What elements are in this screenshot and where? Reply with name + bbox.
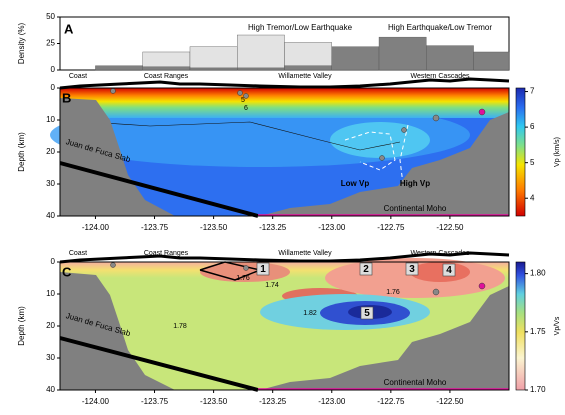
region-label: Coast Ranges [144,73,189,80]
colorbar-tick-label: 1.75 [530,327,546,336]
marker-label: 2 [363,264,369,275]
x-tick-label: -122.50 [436,397,464,406]
y-tick-label: 0 [51,83,56,92]
annotation: High Vp [400,179,430,188]
colorbar-tick-label: 7 [530,87,535,96]
colorbar-label: Vp/Vs [554,316,561,335]
panel-label: C [62,264,72,279]
annotation: High Earthquake/Low Tremor [388,23,492,32]
colorbar-tick-label: 1.80 [530,269,546,278]
contour-label: 1.76 [236,275,250,282]
y-tick-label: 20 [46,321,55,330]
x-tick-label: -124.00 [82,397,110,406]
histogram-bar [284,65,332,71]
region-label: Coast Ranges [144,250,189,257]
histogram-bar [331,46,380,71]
x-tick-label: -123.25 [259,223,287,232]
colorbar-tick-label: 1.70 [530,385,546,394]
marker-box [256,262,270,276]
y-tick-label: 30 [46,179,55,188]
y-axis-label: Density (%) [17,22,26,64]
x-tick-label: -122.50 [436,223,464,232]
vpvs-field [59,251,510,392]
region-label: Western Cascades [410,73,470,80]
histogram-bar [473,51,510,71]
colorbar-tick-label: 5 [530,158,535,167]
x-tick-label: -123.75 [141,223,169,232]
colorbar-c [515,261,526,391]
y-axis-label: Depth (km) [17,132,26,172]
vp-field [50,77,510,218]
region-label: Willamette Valley [278,73,332,80]
histogram-bar [284,42,332,71]
histogram-bar [189,67,238,71]
x-tick-label: -123.50 [200,223,228,232]
x-tick-label: -122.75 [377,223,405,232]
x-tick-label: -123.25 [259,397,287,406]
marker-label: 3 [409,264,415,275]
x-tick-label: -123.00 [318,223,346,232]
colorbar-label: Vp (km/s) [554,137,561,167]
contour-label: 1.82 [303,310,317,317]
region-label: Willamette Valley [278,250,332,257]
y-tick-label: 50 [46,12,55,21]
histogram-bar [237,67,285,71]
marker-box [442,263,456,277]
marker-label: 5 [364,308,370,319]
contour-label: 5 [241,97,245,104]
colorbar-tick-label: 6 [530,122,535,131]
contour-label: 6 [244,105,248,112]
contour-label: 1.74 [265,282,279,289]
annotation: High Tremor/Low Earthquake [248,23,353,32]
colorbar-tick-label: 4 [530,193,535,202]
marker-box [360,306,374,320]
region-label: Western Cascades [410,250,470,257]
x-tick-label: -123.50 [200,397,228,406]
y-tick-label: 10 [46,115,55,124]
marker-box [359,262,373,276]
y-tick-label: 40 [46,211,55,220]
annotation: Low Vp [341,179,370,188]
y-tick-label: 40 [46,385,55,394]
y-tick-label: 10 [46,289,55,298]
region-label: Coast [69,250,87,257]
x-tick-label: -124.00 [82,223,110,232]
histogram-bar [142,66,191,71]
histogram-bar [426,45,474,71]
colorbar-b [515,87,526,217]
histogram-bar [237,34,285,71]
marker-label: 4 [446,265,452,276]
y-tick-label: 0 [51,257,56,266]
x-tick-label: -122.75 [377,397,405,406]
y-axis-label: Depth (km) [17,306,26,346]
annotation: Continental Moho [384,204,447,213]
marker-label: 1 [260,264,266,275]
y-tick-label: 0 [51,65,56,74]
histogram-bar [378,36,427,71]
y-tick-label: 20 [46,147,55,156]
panel-label: B [62,90,71,105]
marker-box [405,262,419,276]
y-tick-label: 25 [46,39,55,48]
histogram-bar [189,46,238,71]
y-tick-label: 30 [46,353,55,362]
histogram-bar [95,65,143,71]
region-label: Coast [69,73,87,80]
panel-label: A [64,21,74,36]
x-tick-label: -123.00 [318,397,346,406]
annotation: Continental Moho [384,378,447,387]
contour-label: 1.78 [173,323,187,330]
x-tick-label: -123.75 [141,397,169,406]
contour-label: 1.76 [386,289,400,296]
